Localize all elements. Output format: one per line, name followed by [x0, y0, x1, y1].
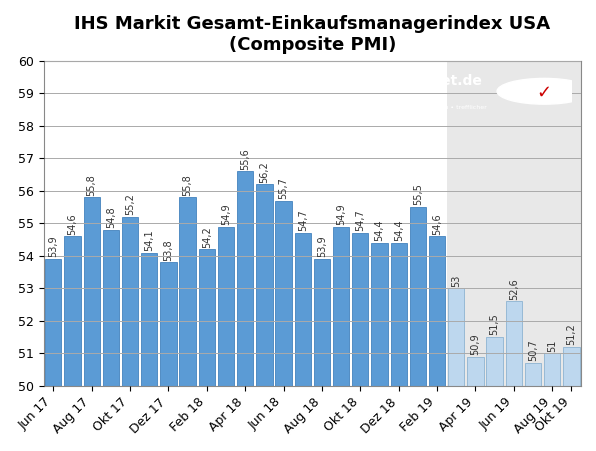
Bar: [352, 233, 368, 386]
Bar: [179, 198, 195, 386]
Bar: [103, 230, 119, 386]
Bar: [45, 259, 61, 386]
Bar: [83, 198, 100, 386]
Bar: [544, 353, 560, 386]
Bar: [409, 207, 426, 386]
Text: 51,5: 51,5: [490, 314, 499, 336]
Bar: [294, 233, 311, 386]
Text: 55,6: 55,6: [240, 148, 250, 170]
Text: 54,7: 54,7: [298, 210, 308, 231]
Text: 53,8: 53,8: [163, 239, 173, 261]
Text: 54,4: 54,4: [394, 220, 403, 241]
Text: 55,7: 55,7: [278, 177, 288, 199]
Bar: [525, 363, 541, 386]
Text: 54,8: 54,8: [106, 207, 116, 228]
Text: 54,6: 54,6: [67, 213, 77, 235]
Text: 53: 53: [451, 274, 461, 287]
Bar: [160, 262, 176, 386]
Bar: [486, 337, 503, 386]
Bar: [467, 357, 483, 386]
Bar: [371, 243, 387, 386]
Text: 55,8: 55,8: [86, 174, 97, 196]
Bar: [275, 201, 291, 386]
Bar: [122, 217, 138, 386]
Text: 54,6: 54,6: [432, 213, 442, 235]
Bar: [390, 243, 407, 386]
Text: 50,7: 50,7: [528, 340, 538, 361]
Text: 51: 51: [547, 339, 557, 352]
Text: 54,4: 54,4: [374, 220, 384, 241]
Bar: [448, 288, 464, 386]
Text: 54,1: 54,1: [144, 230, 154, 251]
Text: 52,6: 52,6: [509, 278, 519, 300]
Text: 54,7: 54,7: [355, 210, 365, 231]
Bar: [563, 347, 579, 386]
Bar: [429, 236, 445, 386]
Bar: [141, 253, 157, 386]
Text: 50,9: 50,9: [470, 333, 480, 355]
Text: unabhängig • strategisch • trefflicher: unabhängig • strategisch • trefflicher: [368, 105, 487, 110]
Text: 54,2: 54,2: [202, 226, 212, 248]
Text: 56,2: 56,2: [259, 161, 269, 183]
Text: 55,2: 55,2: [125, 193, 135, 215]
Bar: [198, 249, 215, 386]
Text: 53,9: 53,9: [48, 236, 58, 258]
Bar: [446, 61, 581, 386]
Text: stockstreet.de: stockstreet.de: [368, 74, 482, 88]
Bar: [505, 301, 522, 386]
Circle shape: [497, 78, 591, 104]
Text: 53,9: 53,9: [317, 236, 327, 258]
Text: 55,8: 55,8: [182, 174, 193, 196]
Text: 55,5: 55,5: [413, 184, 423, 206]
Bar: [237, 171, 253, 386]
Text: 51,2: 51,2: [566, 323, 576, 345]
Bar: [64, 236, 80, 386]
Bar: [256, 184, 272, 386]
Bar: [313, 259, 330, 386]
Text: 54,9: 54,9: [336, 203, 346, 225]
Text: 54,9: 54,9: [221, 203, 231, 225]
Bar: [333, 226, 349, 386]
Bar: [218, 226, 234, 386]
Text: ✓: ✓: [537, 84, 552, 102]
Title: IHS Markit Gesamt-Einkaufsmanagerindex USA
(Composite PMI): IHS Markit Gesamt-Einkaufsmanagerindex U…: [74, 15, 551, 54]
